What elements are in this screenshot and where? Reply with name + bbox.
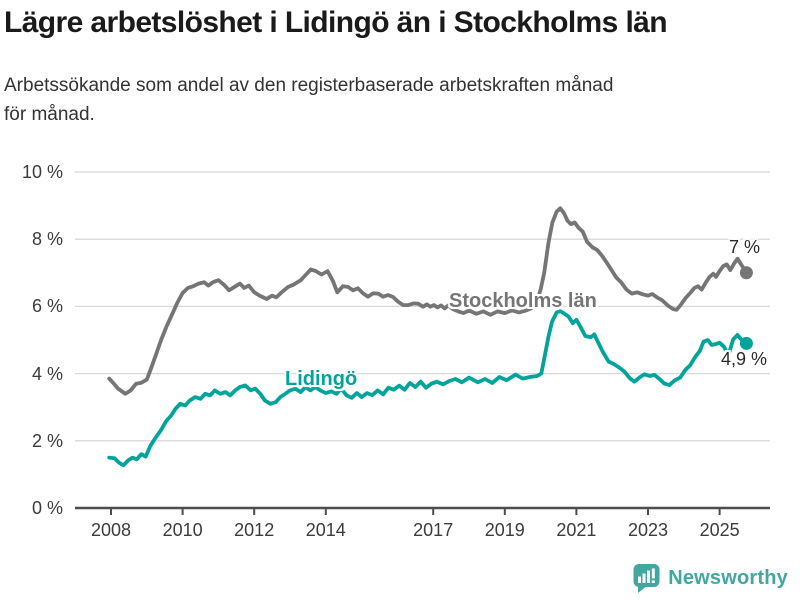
y-tick-label: 8 % (31, 229, 63, 250)
x-tick-label: 2021 (556, 520, 597, 540)
page-subtitle: Arbetssökande som andel av den registerb… (4, 75, 614, 125)
x-tick-label: 2014 (305, 520, 346, 540)
x-tick-label: 2019 (484, 520, 525, 540)
end-value-label-lidingo: 4,9 % (721, 349, 768, 369)
liding--end-dot (739, 336, 753, 350)
stockholms-l-n-end-dot (739, 266, 753, 280)
y-tick-label: 4 % (31, 363, 63, 384)
x-tick-label: 2017 (413, 520, 454, 540)
x-tick-label: 2008 (90, 520, 132, 540)
y-tick-label: 0 % (31, 498, 63, 518)
liding--line (107, 309, 749, 468)
y-tick-label: 6 % (31, 296, 63, 317)
newsworthy-logo: Newsworthy (632, 563, 788, 594)
x-tick-label: 2010 (162, 520, 203, 540)
page-title: Lägre arbetslöshet i Lidingö än i Stockh… (4, 6, 668, 39)
x-tick-label: 2023 (627, 520, 669, 540)
stockholms-l-n-line (107, 206, 749, 396)
y-tick-label: 10 % (21, 162, 63, 182)
series-label-stockholms-lan: Stockholms län (449, 290, 597, 312)
x-tick-label: 2012 (234, 520, 275, 540)
x-tick-label: 2025 (699, 520, 740, 540)
series-label-lidingo: Lidingö (285, 368, 358, 390)
end-value-label-stockholm: 7 % (729, 237, 761, 257)
y-tick-label: 2 % (31, 430, 63, 451)
newsworthy-wordmark: Newsworthy (668, 567, 788, 589)
newsworthy-icon (633, 564, 660, 593)
